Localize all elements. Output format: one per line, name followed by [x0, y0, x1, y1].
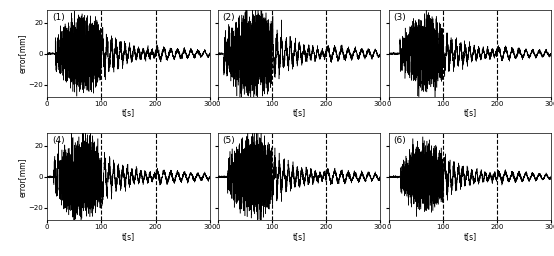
- X-axis label: t[s]: t[s]: [122, 232, 135, 241]
- Text: (1): (1): [52, 13, 65, 22]
- Text: (2): (2): [223, 13, 235, 22]
- Text: (4): (4): [52, 136, 65, 145]
- X-axis label: t[s]: t[s]: [463, 109, 476, 118]
- Text: (6): (6): [393, 136, 406, 145]
- Text: (3): (3): [393, 13, 406, 22]
- X-axis label: t[s]: t[s]: [293, 109, 306, 118]
- X-axis label: t[s]: t[s]: [463, 232, 476, 241]
- Y-axis label: error[mm]: error[mm]: [18, 34, 27, 73]
- X-axis label: t[s]: t[s]: [293, 232, 306, 241]
- Text: (5): (5): [223, 136, 235, 145]
- Y-axis label: error[mm]: error[mm]: [18, 157, 27, 197]
- X-axis label: t[s]: t[s]: [122, 109, 135, 118]
